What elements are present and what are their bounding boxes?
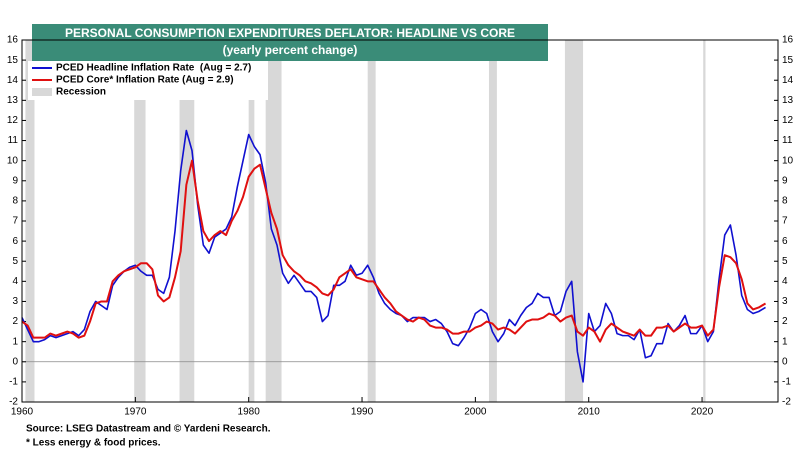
y2-tick-label: 0 <box>782 356 788 367</box>
series-line <box>21 159 767 343</box>
recession-band <box>367 40 376 402</box>
y-tick-label: 7 <box>12 216 18 227</box>
y-tick-label: 2 <box>12 316 18 327</box>
y2-tick-label: 16 <box>782 35 794 46</box>
y2-tick-label: 2 <box>782 316 788 327</box>
y-tick-label: 12 <box>7 115 19 126</box>
y-tick-label: 4 <box>12 276 18 287</box>
y-tick-label: 9 <box>12 175 18 186</box>
legend-label: PCED Core* Inflation Rate (Aug = 2.9) <box>56 75 234 86</box>
recession-band <box>248 40 255 402</box>
y2-tick-label: 4 <box>782 276 788 287</box>
y2-tick-label: 15 <box>782 55 794 66</box>
plot-frame <box>21 39 779 403</box>
x-tick-label: 1980 <box>238 407 261 418</box>
x-tick-label: 1960 <box>11 407 34 418</box>
recession-band <box>25 40 35 402</box>
y2-tick-label: 8 <box>782 196 788 207</box>
chart-subtitle: (yearly percent change) <box>223 43 358 57</box>
y-tick-label: -2 <box>9 397 18 408</box>
footnote: * Less energy & food prices. <box>26 438 161 449</box>
legend-label: PCED Headline Inflation Rate (Aug = 2.7) <box>56 63 251 74</box>
y2-tick-label: 14 <box>782 75 794 86</box>
y-tick-label: 6 <box>12 236 18 247</box>
y-tick-label: 8 <box>12 196 18 207</box>
y-tick-label: 16 <box>7 35 19 46</box>
recession-band <box>179 40 195 402</box>
y-tick-label: 3 <box>12 296 18 307</box>
recession-band <box>564 40 584 402</box>
y2-tick-label: -2 <box>782 397 791 408</box>
recession-band <box>703 40 706 402</box>
series-line <box>21 129 766 383</box>
y2-tick-label: 10 <box>782 155 794 166</box>
y2-tick-label: 7 <box>782 216 788 227</box>
x-tick-label: 2010 <box>578 407 601 418</box>
y2-tick-label: 6 <box>782 236 788 247</box>
y-tick-label: 0 <box>12 356 18 367</box>
recession-band <box>488 40 497 402</box>
y2-tick-label: -1 <box>782 377 791 388</box>
legend: PCED Headline Inflation Rate (Aug = 2.7)… <box>28 61 268 100</box>
y2-tick-label: 3 <box>782 296 788 307</box>
y-tick-label: 11 <box>8 135 19 146</box>
y2-tick-label: 11 <box>782 135 793 146</box>
recession-band <box>134 40 146 402</box>
x-tick-label: 2000 <box>464 407 487 418</box>
y-tick-label: 10 <box>7 155 19 166</box>
y2-tick-label: 5 <box>782 256 788 267</box>
x-tick-label: 1990 <box>351 407 374 418</box>
title-box <box>32 24 548 61</box>
y2-tick-label: 9 <box>782 175 788 186</box>
y-tick-label: 1 <box>12 336 18 347</box>
legend-swatch <box>32 88 52 96</box>
y-tick-label: -1 <box>9 377 18 388</box>
y2-tick-label: 12 <box>782 115 794 126</box>
y-tick-label: 13 <box>7 95 19 106</box>
y-tick-label: 5 <box>12 256 18 267</box>
legend-box <box>28 61 268 100</box>
y-tick-label: 15 <box>7 55 19 66</box>
y-tick-label: 14 <box>7 75 19 86</box>
source-note: Source: LSEG Datastream and © Yardeni Re… <box>26 424 271 435</box>
background-layer <box>22 40 778 402</box>
y2-tick-label: 13 <box>782 95 794 106</box>
x-tick-label: 2020 <box>691 407 714 418</box>
x-tick-label: 1970 <box>124 407 147 418</box>
y2-tick-label: 1 <box>782 336 788 347</box>
legend-label: Recession <box>56 87 106 98</box>
chart-title: PERSONAL CONSUMPTION EXPENDITURES DEFLAT… <box>65 26 515 40</box>
